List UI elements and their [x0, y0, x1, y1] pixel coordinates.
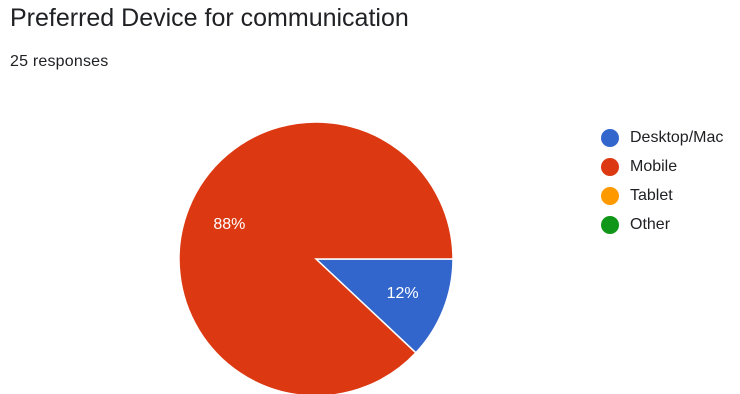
pie-slice-mobile[interactable] — [178, 121, 454, 394]
legend-item-desktop-mac[interactable]: Desktop/Mac — [601, 123, 723, 152]
response-count: 25 responses — [10, 53, 109, 70]
legend-label-other: Other — [630, 215, 671, 233]
legend-item-mobile[interactable]: Mobile — [601, 152, 723, 181]
legend-swatch-tablet — [601, 186, 619, 205]
legend-label-tablet: Tablet — [630, 186, 673, 204]
legend-item-other[interactable]: Other — [601, 210, 723, 239]
legend-item-tablet[interactable]: Tablet — [601, 181, 723, 210]
chart-legend: Desktop/Mac Mobile Tablet Other — [601, 123, 723, 239]
legend-label-mobile: Mobile — [630, 157, 678, 175]
slice-label-desktop-mac: 12% — [387, 285, 419, 302]
slice-label-mobile: 88% — [213, 216, 245, 233]
legend-label-desktop-mac: Desktop/Mac — [630, 128, 724, 146]
pie-slice-desktop-mac[interactable] — [314, 258, 454, 354]
chart-title: Preferred Device for communication — [10, 4, 409, 32]
legend-swatch-desktop-mac — [601, 128, 619, 147]
legend-swatch-other — [601, 215, 619, 234]
legend-swatch-mobile — [601, 157, 619, 176]
